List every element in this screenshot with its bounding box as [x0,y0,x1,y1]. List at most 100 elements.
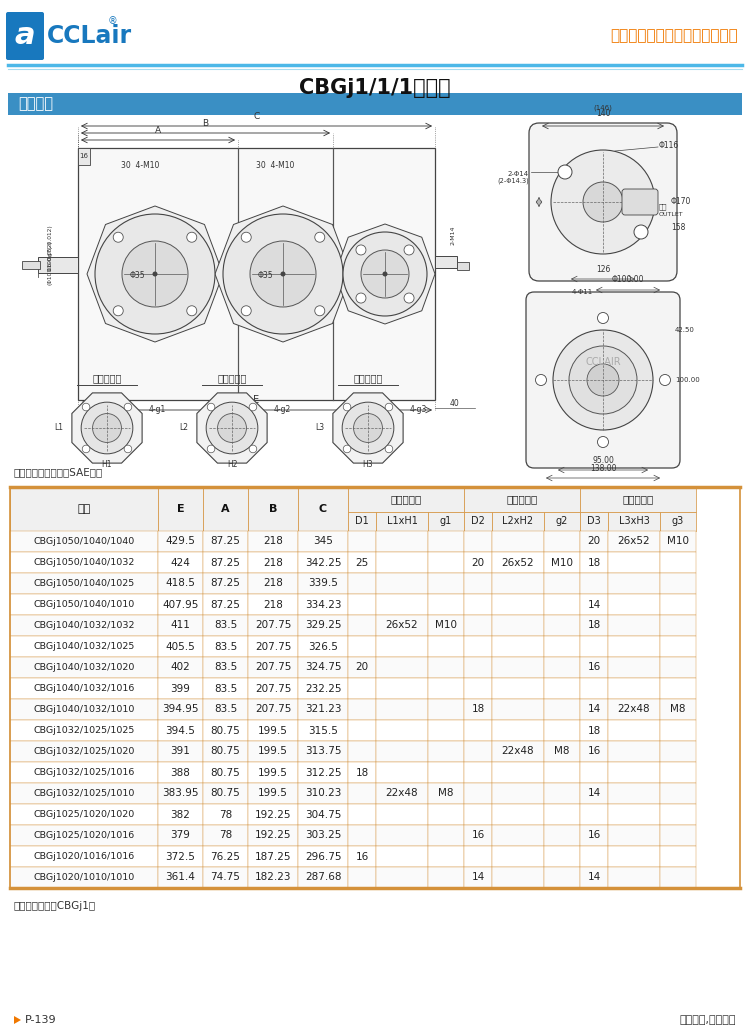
Bar [158,487,203,531]
Bar [544,804,580,825]
Text: Φ100g7(-0.012): Φ100g7(-0.012) [47,225,53,271]
Bar [464,594,492,615]
Bar [348,762,376,783]
Bar [203,635,248,657]
Bar [492,573,544,594]
Text: 394.5: 394.5 [166,726,196,736]
Text: g3: g3 [672,516,684,527]
Text: 199.5: 199.5 [258,726,288,736]
Text: 329.25: 329.25 [304,621,341,630]
Bar [298,552,348,573]
Text: 140: 140 [596,109,610,118]
Text: 296.75: 296.75 [304,852,341,861]
Text: 405.5: 405.5 [166,642,195,651]
Bar [608,783,660,804]
Text: Φ35: Φ35 [257,271,273,280]
Bar [608,741,660,762]
Bar [428,741,464,762]
Bar [464,699,492,720]
Bar [428,783,464,804]
Bar [492,825,544,846]
Text: 2-M14: 2-M14 [451,226,455,244]
Text: 14: 14 [587,873,601,883]
Bar [348,531,376,552]
Circle shape [206,403,258,453]
Bar [608,720,660,741]
Bar [492,635,544,657]
Bar [464,825,492,846]
Text: 20: 20 [472,558,484,567]
Bar [492,531,544,552]
Text: 379: 379 [170,830,190,840]
Text: 4-g3: 4-g3 [410,405,428,414]
Bar [660,615,696,635]
Bar [348,741,376,762]
Text: CCLair: CCLair [47,24,132,48]
Bar [660,867,696,888]
Text: CBGj1/1/1三联泵: CBGj1/1/1三联泵 [299,78,451,98]
Bar [298,531,348,552]
Text: 218: 218 [263,536,283,546]
Text: CBGj1040/1032/1020: CBGj1040/1032/1020 [33,663,135,672]
Text: 87.25: 87.25 [211,536,241,546]
Text: C: C [254,112,260,121]
Bar [348,783,376,804]
Bar [544,512,580,531]
Bar [492,783,544,804]
Circle shape [249,445,256,452]
Text: (2-Φ14.3): (2-Φ14.3) [497,178,529,184]
Text: 388: 388 [170,768,190,777]
Bar [10,699,158,720]
Bar [298,487,348,531]
Bar [428,846,464,867]
Text: CBGj1020/1016/1016: CBGj1020/1016/1016 [33,852,135,861]
Bar [464,573,492,594]
Bar [348,657,376,678]
Bar [298,594,348,615]
Circle shape [113,232,123,242]
Bar [608,867,660,888]
FancyBboxPatch shape [529,123,677,280]
Text: H2: H2 [226,461,237,469]
Bar [158,741,203,762]
Bar [158,552,203,573]
Text: 30  4-M10: 30 4-M10 [256,161,294,171]
Bar [580,678,608,699]
Text: 4-g1: 4-g1 [148,405,166,414]
Text: L1: L1 [54,423,63,433]
Bar [544,783,580,804]
Text: CBGj1050/1040/1032: CBGj1050/1040/1032 [33,558,135,567]
Bar [492,762,544,783]
Bar [298,846,348,867]
Bar [158,825,203,846]
Bar [298,867,348,888]
Bar [608,635,660,657]
Bar [298,762,348,783]
Bar [298,657,348,678]
Bar [376,804,428,825]
Circle shape [551,150,655,254]
Bar [428,635,464,657]
Bar [464,762,492,783]
Bar [580,720,608,741]
Bar [428,678,464,699]
Bar [10,720,158,741]
Bar [492,657,544,678]
Bar [428,615,464,635]
Bar [158,615,203,635]
Text: L2: L2 [179,423,188,433]
Circle shape [382,271,388,276]
Bar [660,783,696,804]
Text: 全球自动化解决方案服务供应商: 全球自动化解决方案服务供应商 [610,29,738,43]
Text: Φ170: Φ170 [671,198,692,207]
FancyBboxPatch shape [622,189,658,215]
Bar [8,93,742,115]
Bar [376,531,428,552]
Bar [248,573,298,594]
Text: g2: g2 [556,516,568,527]
Bar [544,635,580,657]
Bar [10,762,158,783]
Text: 83.5: 83.5 [214,705,237,714]
Text: 334.23: 334.23 [304,599,341,610]
Text: P-139: P-139 [25,1015,57,1025]
